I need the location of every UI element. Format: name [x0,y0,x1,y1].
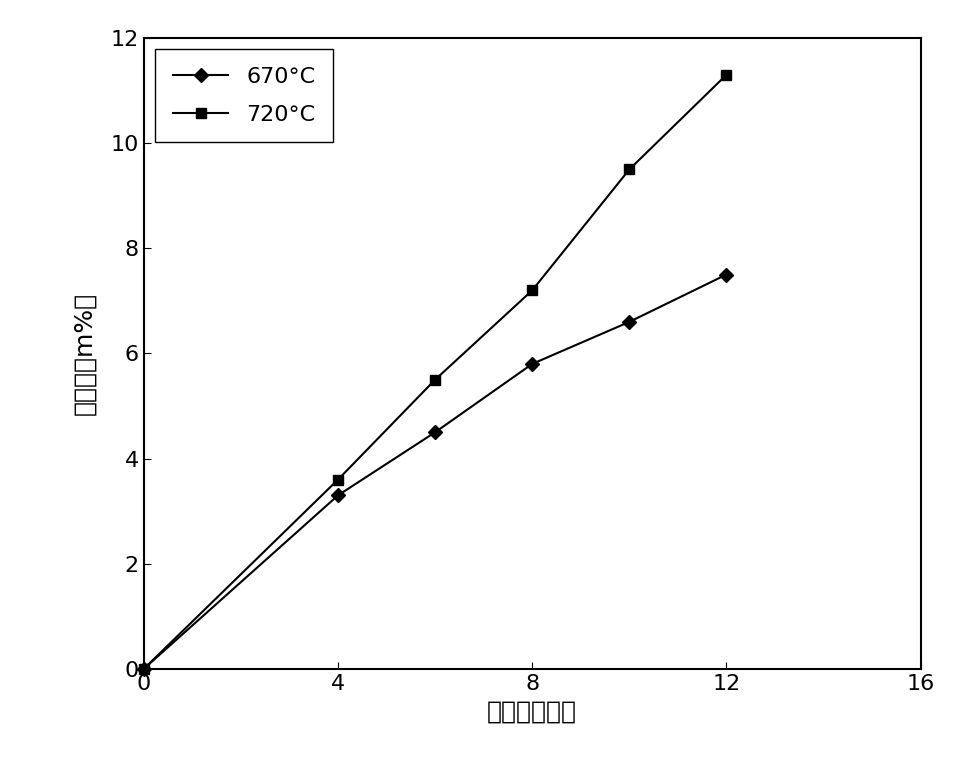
670°C [333,491,344,500]
720°C [526,286,538,295]
720°C [430,375,441,385]
Legend: 670°C, 720°C: 670°C, 720°C [155,49,333,142]
X-axis label: 时间（小时）: 时间（小时） [487,699,577,724]
720°C [138,664,150,673]
720°C [333,475,344,484]
720°C [623,165,635,174]
670°C [623,318,635,327]
670°C [430,428,441,437]
670°C [526,359,538,369]
Y-axis label: 覆炭量（m%）: 覆炭量（m%） [73,292,97,415]
720°C [721,70,733,79]
670°C [138,664,150,673]
Line: 720°C: 720°C [139,70,732,673]
670°C [721,270,733,279]
Line: 670°C: 670°C [139,270,732,673]
